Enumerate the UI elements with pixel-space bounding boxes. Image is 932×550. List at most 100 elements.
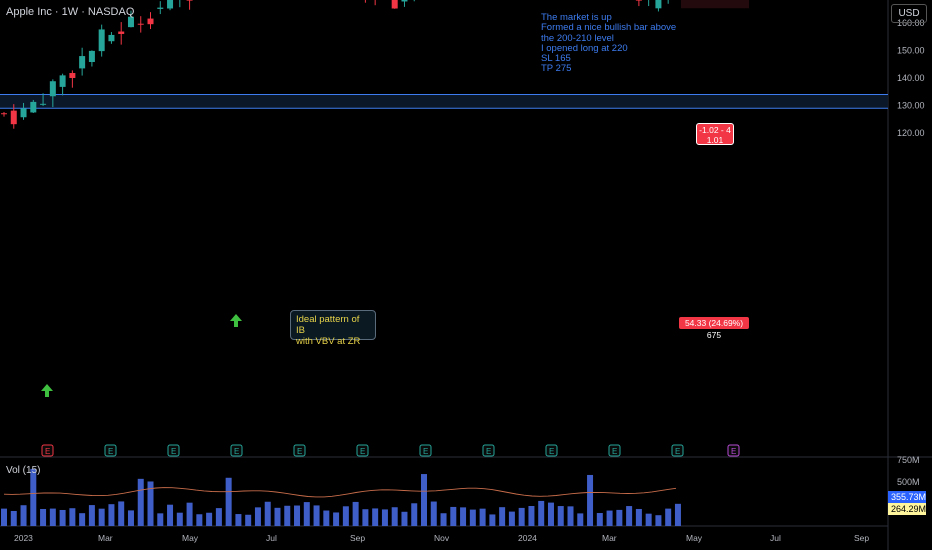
volume-bar — [108, 504, 115, 526]
note-line: The market is up — [541, 12, 612, 23]
candle-body — [20, 108, 27, 118]
profit-line-2: 1.01 — [706, 135, 724, 145]
ib-line-2: with VBV at ZR — [296, 336, 361, 347]
volume-bar — [372, 508, 379, 526]
volume-bar — [127, 510, 134, 526]
time-tick-label: Mar — [602, 533, 617, 543]
up-arrow-icon — [230, 314, 242, 327]
volume-bar — [303, 502, 310, 526]
earnings-marker-label: E — [108, 447, 113, 456]
volume-bar — [59, 509, 66, 526]
volume-bar — [626, 506, 633, 526]
candle-body — [118, 31, 125, 34]
price-tick-label: 130.00 — [897, 101, 925, 111]
ib-pattern-callout[interactable]: Ideal pattern of IB with VBV at ZR — [290, 310, 376, 347]
earnings-marker — [671, 444, 684, 457]
volume-bar — [655, 515, 662, 526]
earnings-marker-label: E — [297, 447, 302, 456]
volume-bar — [235, 514, 242, 526]
candle-body — [137, 23, 144, 25]
earnings-marker-label: E — [171, 447, 176, 456]
volume-bar — [264, 501, 271, 526]
volume-badge-top-label: 355.73M — [891, 492, 926, 502]
time-tick-label: Mar — [98, 533, 113, 543]
time-tick-label: May — [182, 533, 199, 543]
earnings-marker-label: E — [549, 447, 554, 456]
note-line: the 200-210 level — [541, 32, 614, 44]
time-tick-label: Jul — [266, 533, 277, 543]
earnings-marker-label: E — [675, 447, 680, 456]
volume-bar — [635, 508, 642, 526]
time-tick-label: 2024 — [518, 533, 537, 543]
volume-tick-label: 750M — [897, 455, 920, 465]
earnings-marker-label: E — [486, 447, 491, 456]
candle-body — [186, 0, 193, 1]
volume-bar — [40, 508, 47, 526]
volume-bar — [118, 501, 125, 526]
earnings-marker — [545, 444, 558, 457]
volume-bar — [606, 510, 613, 526]
candle-body — [69, 73, 76, 78]
volume-bar — [381, 509, 388, 526]
volume-bar — [157, 513, 164, 526]
earnings-marker-label: E — [45, 447, 50, 456]
volume-bar — [69, 508, 76, 526]
volume-bar — [352, 501, 359, 526]
volume-bar — [665, 508, 672, 526]
candle-body — [108, 34, 115, 42]
volume-bar — [450, 506, 457, 526]
earnings-marker — [104, 444, 117, 457]
volume-bar — [460, 507, 467, 526]
candle-body — [40, 103, 47, 105]
volume-tick-label: 500M — [897, 477, 920, 487]
volume-bar — [206, 512, 213, 526]
earnings-marker — [356, 444, 369, 457]
volume-bar — [577, 513, 584, 526]
earnings-marker-label: E — [360, 447, 365, 456]
note-line: Formed a nice bullish bar above — [541, 22, 677, 34]
volume-bar — [362, 509, 369, 526]
volume-bar — [196, 514, 203, 526]
candle-body — [157, 7, 164, 9]
profit-line-1: -1.02 - 4 — [699, 125, 731, 135]
zone-rect — [0, 94, 888, 109]
volume-bar — [499, 507, 506, 526]
volume-bar — [391, 507, 398, 526]
volume-bar — [518, 507, 525, 526]
volume-badge-bottom — [888, 503, 926, 515]
candle-body — [30, 101, 37, 113]
time-tick-label: Nov — [434, 533, 450, 543]
volume-bar — [342, 506, 349, 526]
candle-body — [147, 18, 154, 25]
candle-body — [1, 113, 7, 115]
volume-bar — [333, 512, 340, 526]
time-tick-label: Sep — [854, 533, 869, 543]
volume-bar — [245, 514, 252, 526]
candle-body — [98, 29, 105, 52]
trade-note: The market is up Formed a nice bullish b… — [541, 12, 691, 75]
earnings-marker-label: E — [731, 447, 736, 456]
volume-bar — [557, 506, 564, 526]
earnings-marker — [293, 444, 306, 457]
up-arrow-icon — [41, 384, 53, 397]
volume-bar — [215, 508, 222, 526]
volume-bar — [274, 507, 281, 526]
candle-body — [167, 0, 174, 9]
candle-body — [655, 0, 662, 9]
volume-bar — [49, 508, 56, 526]
volume-bar — [284, 505, 291, 526]
volume-bar — [674, 503, 681, 526]
loss-label: 54.33 (24.69%) 675 — [679, 317, 749, 340]
volume-bar — [479, 508, 486, 526]
volume-bar — [411, 503, 418, 526]
volume-bar — [645, 513, 652, 526]
volume-label: Vol (15) — [6, 465, 41, 476]
currency-button[interactable]: USD — [891, 4, 927, 23]
price-tick-label: 140.00 — [897, 73, 925, 83]
volume-bar — [440, 513, 447, 526]
earnings-marker-label: E — [234, 447, 239, 456]
volume-bar — [567, 506, 574, 526]
earnings-marker — [727, 444, 740, 457]
volume-bar — [225, 477, 232, 526]
